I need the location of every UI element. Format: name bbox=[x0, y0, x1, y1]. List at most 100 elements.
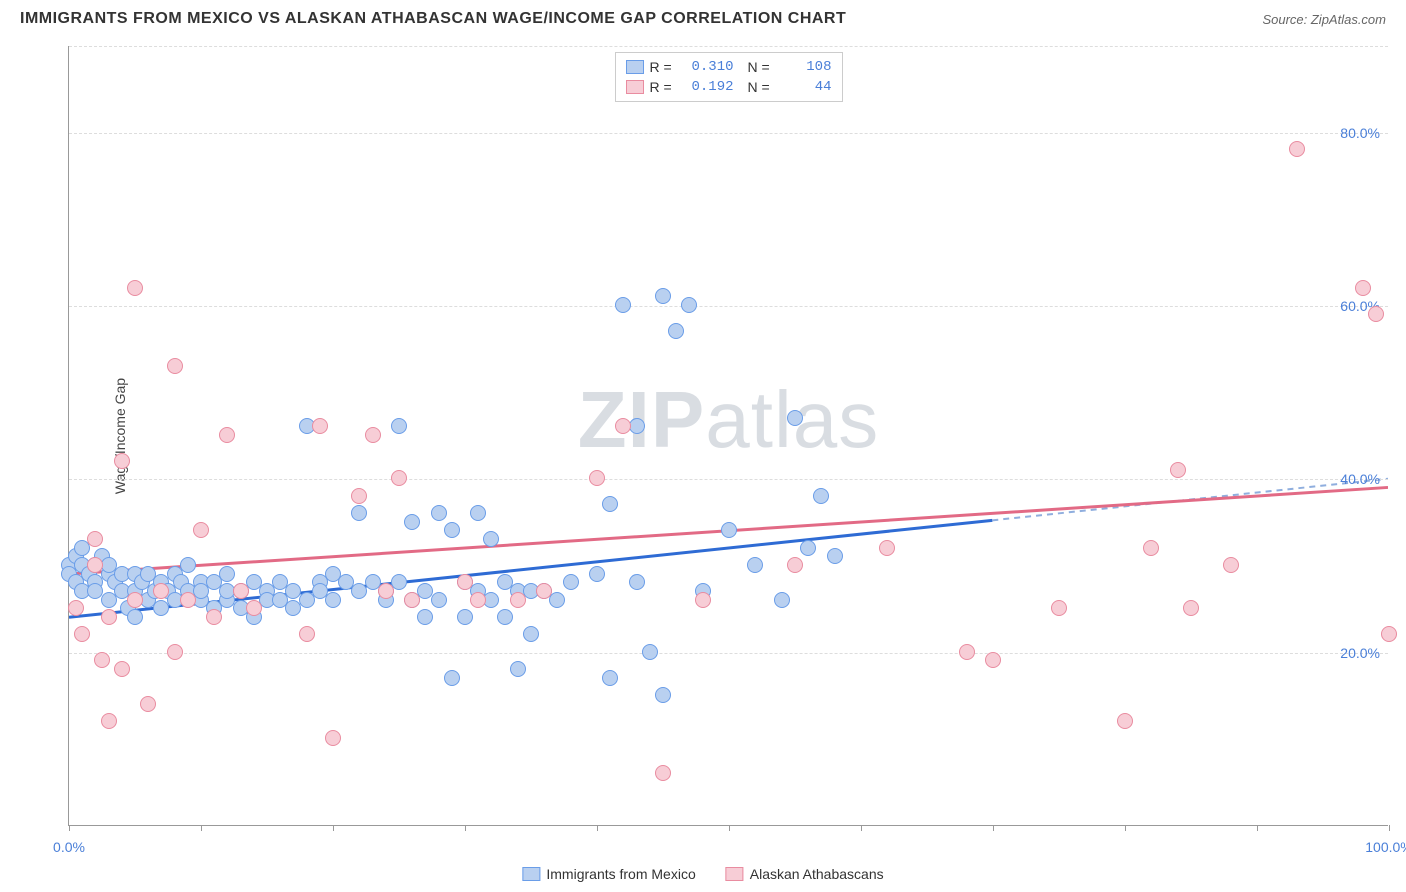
scatter-point-mexico bbox=[681, 297, 697, 313]
legend-r-value-mexico: 0.310 bbox=[686, 59, 734, 75]
legend-stats-box: R =0.310N =108R =0.192N =44 bbox=[615, 52, 843, 102]
x-tick bbox=[597, 825, 598, 831]
y-tick-label: 40.0% bbox=[1340, 471, 1380, 487]
legend-label-athabascan: Alaskan Athabascans bbox=[750, 866, 884, 882]
scatter-point-mexico bbox=[655, 288, 671, 304]
scatter-point-mexico bbox=[629, 574, 645, 590]
scatter-point-athabascan bbox=[219, 427, 235, 443]
scatter-point-athabascan bbox=[153, 583, 169, 599]
source-name: ZipAtlas.com bbox=[1311, 12, 1386, 27]
scatter-point-mexico bbox=[563, 574, 579, 590]
legend-label-mexico: Immigrants from Mexico bbox=[546, 866, 695, 882]
scatter-point-mexico bbox=[800, 540, 816, 556]
scatter-point-athabascan bbox=[1170, 462, 1186, 478]
scatter-point-mexico bbox=[180, 557, 196, 573]
scatter-point-mexico bbox=[325, 592, 341, 608]
legend-swatch-athabascan bbox=[726, 867, 744, 881]
scatter-point-mexico bbox=[391, 418, 407, 434]
scatter-point-athabascan bbox=[365, 427, 381, 443]
scatter-point-mexico bbox=[589, 566, 605, 582]
scatter-point-athabascan bbox=[1143, 540, 1159, 556]
scatter-point-athabascan bbox=[312, 418, 328, 434]
scatter-point-athabascan bbox=[94, 652, 110, 668]
scatter-point-mexico bbox=[404, 514, 420, 530]
gridline bbox=[69, 653, 1388, 654]
scatter-point-mexico bbox=[470, 505, 486, 521]
scatter-point-mexico bbox=[721, 522, 737, 538]
scatter-point-athabascan bbox=[1368, 306, 1384, 322]
x-tick bbox=[201, 825, 202, 831]
scatter-point-mexico bbox=[827, 548, 843, 564]
scatter-point-athabascan bbox=[193, 522, 209, 538]
scatter-point-athabascan bbox=[246, 600, 262, 616]
scatter-point-athabascan bbox=[325, 730, 341, 746]
scatter-point-athabascan bbox=[510, 592, 526, 608]
scatter-point-mexico bbox=[774, 592, 790, 608]
scatter-point-athabascan bbox=[101, 713, 117, 729]
x-tick bbox=[993, 825, 994, 831]
source-attribution: Source: ZipAtlas.com bbox=[1262, 12, 1386, 27]
scatter-point-athabascan bbox=[1289, 141, 1305, 157]
chart-area: Wage/Income Gap ZIPatlas R =0.310N =108R… bbox=[50, 46, 1390, 826]
scatter-point-athabascan bbox=[180, 592, 196, 608]
scatter-point-mexico bbox=[602, 670, 618, 686]
scatter-point-athabascan bbox=[299, 626, 315, 642]
scatter-point-mexico bbox=[457, 609, 473, 625]
scatter-point-athabascan bbox=[985, 652, 1001, 668]
x-tick bbox=[1257, 825, 1258, 831]
scatter-point-mexico bbox=[642, 644, 658, 660]
legend-bottom: Immigrants from Mexico Alaskan Athabascan… bbox=[522, 866, 883, 882]
scatter-point-mexico bbox=[615, 297, 631, 313]
trend-line-dash-mexico bbox=[992, 479, 1388, 521]
scatter-point-athabascan bbox=[351, 488, 367, 504]
scatter-point-athabascan bbox=[457, 574, 473, 590]
plot-region: ZIPatlas R =0.310N =108R =0.192N =44 20.… bbox=[68, 46, 1388, 826]
x-tick bbox=[861, 825, 862, 831]
scatter-point-athabascan bbox=[615, 418, 631, 434]
scatter-point-mexico bbox=[549, 592, 565, 608]
legend-item-mexico: Immigrants from Mexico bbox=[522, 866, 695, 882]
scatter-point-mexico bbox=[655, 687, 671, 703]
scatter-point-athabascan bbox=[68, 600, 84, 616]
scatter-point-athabascan bbox=[206, 609, 222, 625]
scatter-point-athabascan bbox=[1381, 626, 1397, 642]
scatter-point-mexico bbox=[523, 626, 539, 642]
scatter-point-athabascan bbox=[140, 696, 156, 712]
scatter-point-athabascan bbox=[391, 470, 407, 486]
y-tick-label: 20.0% bbox=[1340, 645, 1380, 661]
x-tick bbox=[729, 825, 730, 831]
scatter-point-mexico bbox=[497, 609, 513, 625]
scatter-point-mexico bbox=[787, 410, 803, 426]
scatter-point-mexico bbox=[668, 323, 684, 339]
scatter-point-mexico bbox=[444, 522, 460, 538]
scatter-point-athabascan bbox=[787, 557, 803, 573]
x-tick-label: 0.0% bbox=[53, 839, 85, 855]
scatter-point-athabascan bbox=[87, 531, 103, 547]
scatter-point-mexico bbox=[431, 505, 447, 521]
legend-n-value-athabascan: 44 bbox=[784, 79, 832, 95]
legend-n-label: N = bbox=[748, 59, 778, 75]
scatter-point-mexico bbox=[431, 592, 447, 608]
scatter-point-mexico bbox=[747, 557, 763, 573]
source-prefix: Source: bbox=[1262, 12, 1310, 27]
x-tick bbox=[333, 825, 334, 831]
legend-stats-row-mexico: R =0.310N =108 bbox=[626, 57, 832, 77]
gridline bbox=[69, 306, 1388, 307]
scatter-point-athabascan bbox=[127, 280, 143, 296]
gridline bbox=[69, 479, 1388, 480]
x-tick-label: 100.0% bbox=[1365, 839, 1406, 855]
scatter-point-mexico bbox=[483, 531, 499, 547]
scatter-point-mexico bbox=[351, 505, 367, 521]
legend-swatch-mexico bbox=[626, 60, 644, 74]
scatter-point-athabascan bbox=[1051, 600, 1067, 616]
scatter-point-mexico bbox=[510, 661, 526, 677]
scatter-point-athabascan bbox=[879, 540, 895, 556]
scatter-point-athabascan bbox=[536, 583, 552, 599]
scatter-point-athabascan bbox=[589, 470, 605, 486]
scatter-point-athabascan bbox=[87, 557, 103, 573]
scatter-point-athabascan bbox=[167, 644, 183, 660]
legend-n-value-mexico: 108 bbox=[784, 59, 832, 75]
scatter-point-athabascan bbox=[233, 583, 249, 599]
legend-swatch-athabascan bbox=[626, 80, 644, 94]
scatter-point-mexico bbox=[417, 609, 433, 625]
